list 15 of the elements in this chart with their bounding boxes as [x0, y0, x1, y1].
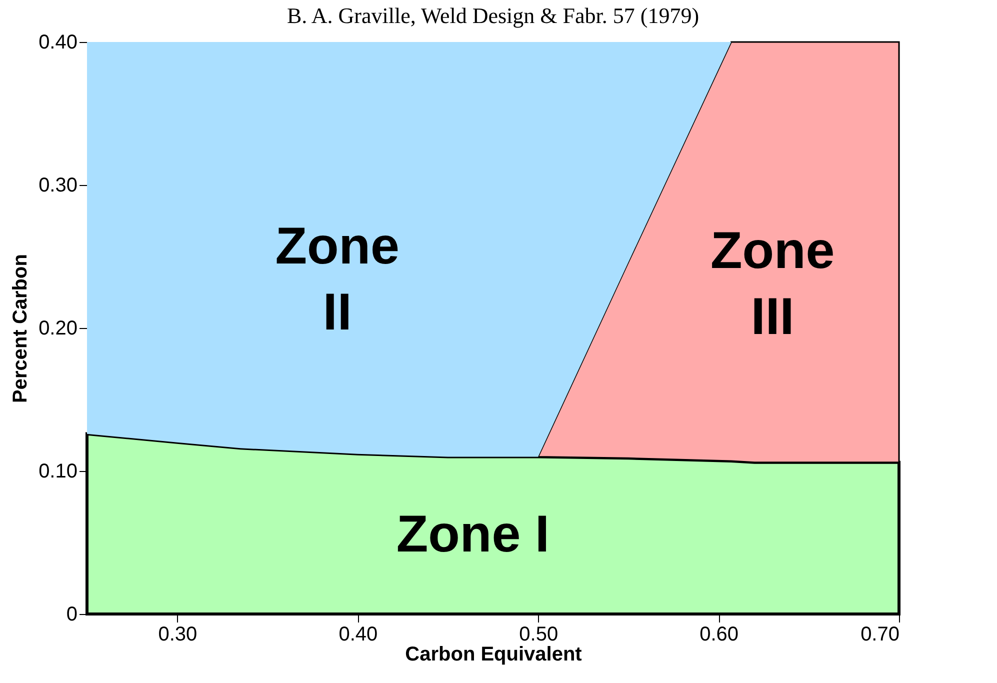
- x-tick-label: 0.30: [158, 624, 198, 646]
- y-tick-label: 0.30: [38, 174, 78, 196]
- x-tick-label: 0.40: [338, 624, 378, 646]
- x-axis-title: Carbon Equivalent: [405, 644, 582, 666]
- y-axis-title: Percent Carbon: [10, 254, 32, 403]
- series-label: Zone III: [710, 222, 835, 346]
- series-label: Zone II: [275, 217, 400, 342]
- chart-title: B. A. Graville, Weld Design & Fabr. 57 (1979): [286, 3, 700, 28]
- x-tick-label: 0.60: [700, 624, 739, 646]
- x-tick-label: 0.50: [519, 624, 558, 646]
- y-tick-label: 0.10: [38, 460, 78, 482]
- x-tick-label: 0.70: [860, 624, 900, 646]
- y-tick-label: 0.20: [38, 318, 78, 340]
- y-tick-label: 0.40: [38, 32, 78, 54]
- y-tick-label: 0: [66, 604, 78, 626]
